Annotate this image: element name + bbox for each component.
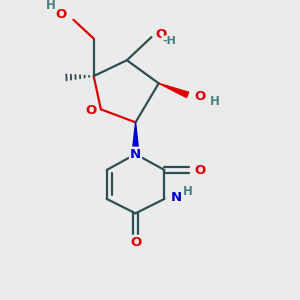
Polygon shape [159,83,189,98]
Text: -H: -H [162,37,176,46]
Text: H: H [46,0,56,12]
Text: O: O [130,236,141,249]
Text: O: O [156,28,167,41]
Polygon shape [132,122,139,154]
Text: N: N [171,191,182,204]
Text: O: O [85,104,97,117]
Text: O: O [194,164,206,176]
Text: O: O [55,8,66,20]
Text: H: H [183,184,193,198]
Text: O: O [195,90,206,103]
Text: N: N [130,148,141,160]
Text: H: H [210,95,220,108]
